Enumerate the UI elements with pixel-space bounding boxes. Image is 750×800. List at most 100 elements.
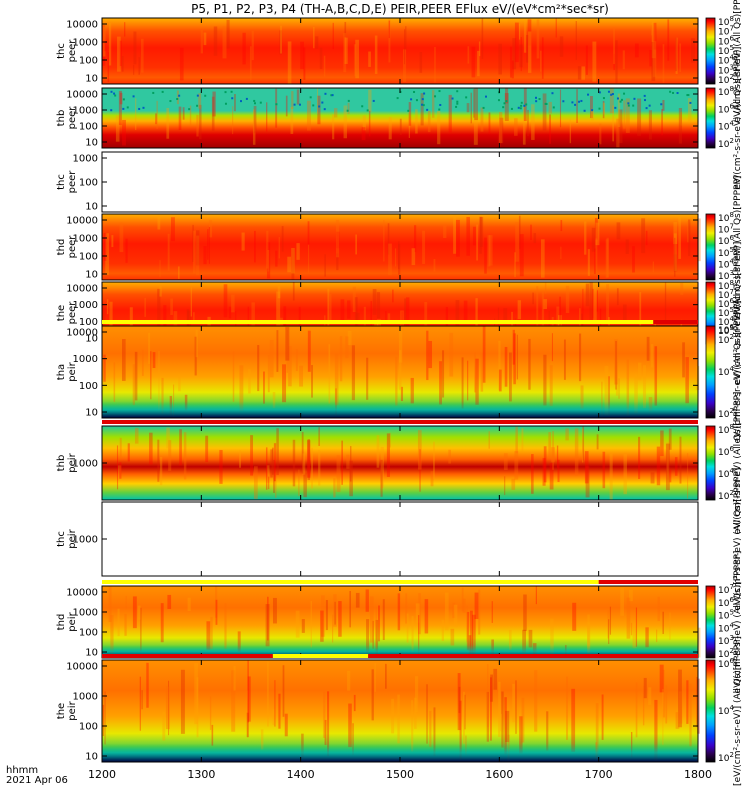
texture-streak (146, 662, 149, 708)
texture-streak (607, 610, 609, 639)
texture-streak (664, 282, 667, 323)
texture-streak (505, 710, 510, 742)
texture-streak (482, 326, 486, 383)
y-tick-label: 10000 (66, 90, 98, 101)
texture-streak (516, 334, 518, 380)
texture-streak (616, 118, 620, 148)
y-tick-label: 1000 (73, 300, 98, 311)
texture-streak (232, 351, 235, 402)
colorbar-tick-label: 104 (718, 704, 734, 717)
texture-streak (662, 611, 664, 634)
texture-streak (323, 691, 326, 738)
speckle (423, 92, 426, 95)
texture-streak (678, 669, 682, 728)
speckle (544, 102, 547, 105)
y-tick-label: 100 (79, 252, 98, 263)
speckle (169, 100, 172, 103)
y-axis-label: thb (56, 455, 67, 472)
texture-streak (466, 103, 470, 113)
speckle (598, 91, 601, 94)
speckle (396, 97, 399, 100)
y-tick-label: 1000 (73, 608, 98, 619)
texture-streak (448, 94, 452, 133)
texture-streak (215, 586, 218, 618)
speckle (324, 92, 327, 95)
texture-streak (277, 286, 281, 299)
texture-streak (178, 106, 182, 130)
texture-streak (380, 447, 384, 488)
low-energy-noise (102, 743, 698, 762)
texture-streak (159, 456, 163, 486)
speckle (503, 102, 506, 105)
y-axis-label: peir (67, 700, 78, 720)
texture-streak (504, 697, 507, 755)
speckle (633, 97, 636, 100)
x-tick-label: 1500 (386, 768, 414, 781)
texture-streak (662, 689, 664, 745)
speckle (627, 104, 630, 107)
mode-bar-segment (102, 580, 599, 584)
texture-streak (527, 19, 532, 46)
texture-streak (617, 93, 621, 127)
texture-streak (352, 723, 354, 755)
texture-streak (459, 700, 462, 760)
texture-streak (463, 300, 468, 323)
texture-streak (466, 216, 470, 256)
speckle (330, 94, 333, 97)
speckle (110, 109, 113, 112)
texture-streak (651, 41, 656, 82)
texture-streak (550, 447, 555, 463)
texture-streak (615, 373, 619, 396)
texture-streak (355, 39, 359, 79)
colorbar-caption: eV/(cm²-s-sr-eV) (All Qs)[PPPPP] (733, 242, 743, 385)
texture-streak (395, 248, 397, 267)
texture-streak (104, 691, 106, 745)
y-tick-label: 10000 (66, 328, 98, 339)
texture-streak (287, 256, 292, 273)
colorbar-tick-label: 102 (718, 333, 734, 346)
texture-streak (299, 365, 304, 387)
colorbar-tick-label: 107 (718, 25, 734, 38)
texture-streak (574, 428, 579, 476)
texture-streak (632, 623, 637, 649)
texture-streak (474, 352, 477, 393)
speckle (239, 100, 242, 103)
texture-streak (159, 260, 161, 278)
panel-the-peir: 10000 1000 100 10 the peir 106 104 102 [eV/(cm²-s… (56, 636, 743, 786)
colorbar-tick-label: 104 (718, 621, 734, 634)
colorbar-tick-label: 107 (718, 288, 734, 301)
texture-streak (645, 627, 649, 648)
texture-streak (365, 589, 369, 612)
texture-streak (645, 230, 648, 246)
speckle (422, 104, 425, 107)
y-axis-label: peer (67, 301, 78, 325)
texture-streak (630, 622, 633, 636)
texture-streak (697, 218, 701, 262)
texture-streak (349, 460, 353, 497)
texture-streak (511, 60, 514, 79)
texture-streak (439, 361, 442, 405)
speckle (510, 107, 513, 110)
texture-streak (625, 239, 629, 255)
texture-streak (512, 329, 515, 365)
texture-streak (106, 299, 109, 315)
panel-frame (101, 501, 699, 577)
speckle (648, 104, 651, 107)
speckle (578, 100, 581, 103)
y-tick-label: 10 (85, 138, 98, 149)
texture-streak (535, 586, 537, 605)
spectrogram-band (102, 426, 698, 500)
texture-streak (470, 610, 473, 654)
speckle (632, 104, 635, 107)
texture-streak (402, 49, 407, 82)
texture-streak (124, 22, 126, 37)
texture-streak (609, 88, 614, 114)
texture-streak (336, 231, 340, 249)
texture-streak (140, 38, 144, 73)
texture-streak (327, 288, 330, 327)
texture-streak (368, 51, 371, 67)
texture-streak (323, 55, 326, 77)
time-unit-label: hhmm (6, 765, 39, 776)
colorbar-tick-label: 106 (718, 234, 734, 247)
texture-streak (622, 304, 627, 324)
